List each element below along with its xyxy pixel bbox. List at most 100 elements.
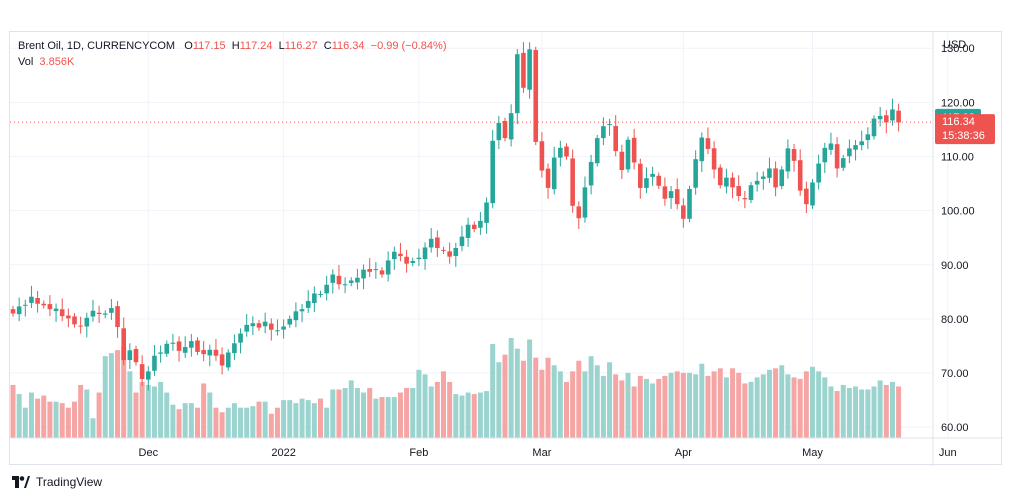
candle-body [804, 188, 809, 205]
candle [668, 186, 674, 209]
candle [213, 338, 219, 361]
volume-bar [551, 365, 557, 438]
volume-bar [889, 381, 895, 438]
candle [515, 49, 520, 125]
volume-bar [268, 413, 274, 438]
volume-bar [145, 384, 151, 438]
candle-body [545, 168, 551, 188]
volume-bar [723, 377, 729, 438]
candle-body [711, 148, 717, 170]
low-value: 116.27 [284, 40, 318, 52]
volume-bar [201, 383, 207, 438]
candle [59, 298, 65, 322]
candle-body [890, 109, 895, 121]
candle [687, 185, 692, 223]
y-tick-label: 110.00 [941, 152, 974, 164]
candle [441, 246, 446, 254]
candle [471, 221, 477, 233]
volume-bar [434, 381, 440, 438]
candle-body [847, 148, 852, 157]
candle-body [484, 202, 489, 223]
volume-bar [760, 374, 766, 438]
candle-body [392, 251, 397, 260]
candle-body [490, 140, 495, 204]
candle [724, 168, 729, 194]
candle-body [66, 315, 71, 319]
candle-body [195, 340, 200, 352]
candle-body [348, 280, 354, 283]
candle [170, 333, 176, 351]
volume-label[interactable]: Vol [18, 56, 34, 68]
volume-bar [502, 354, 508, 438]
candle [435, 230, 440, 257]
candle [84, 312, 90, 338]
candle [853, 139, 858, 161]
volume-bar [324, 407, 330, 438]
candle-body [650, 173, 655, 177]
volume-bar [41, 395, 47, 438]
volume-bar [871, 386, 877, 438]
chart-frame[interactable]: 60.00 70.00 80.00 90.00 100.00 110.00 120.00 13… [9, 31, 1003, 466]
candle-body [465, 224, 471, 238]
candle [797, 149, 803, 196]
candle [78, 316, 83, 334]
candle [822, 142, 828, 174]
candle-body [681, 205, 686, 219]
volume-bar [883, 384, 889, 438]
open-value: 117.15 [192, 40, 226, 52]
volume-bar [182, 403, 188, 438]
candle [576, 201, 582, 230]
candle [681, 198, 686, 228]
candle [779, 166, 785, 190]
candle [545, 163, 551, 199]
volume-bar [582, 371, 588, 438]
volume-bar [391, 397, 397, 438]
volume-bar [139, 381, 145, 438]
candle-body [594, 138, 600, 164]
close-value: 116.34 [331, 40, 365, 52]
candle-body [785, 148, 791, 172]
volume-bar [508, 338, 514, 438]
volume-bar [846, 388, 852, 438]
candle [478, 211, 483, 235]
volume-bar [643, 378, 649, 438]
candle-body [539, 141, 545, 171]
candle-body [47, 304, 53, 310]
volume-bar [90, 418, 96, 438]
candle-body [176, 341, 182, 351]
candle-body [78, 325, 83, 327]
candle-body [453, 247, 459, 257]
candle-body [10, 309, 16, 314]
candle-body [877, 115, 883, 120]
symbol-title[interactable]: Brent Oil, 1D, CURRENCYCOM [18, 40, 176, 52]
candle [66, 308, 71, 328]
volume-bar [779, 365, 785, 438]
tradingview-branding[interactable]: TradingView [12, 475, 102, 489]
volume-bar [662, 375, 668, 438]
candle-body [336, 275, 342, 285]
candle [490, 129, 495, 209]
volume-bar [570, 371, 576, 438]
candle [195, 337, 200, 356]
volume-bar [865, 389, 871, 438]
candle-body [631, 137, 637, 163]
candle [367, 258, 372, 277]
candlestick-chart[interactable]: 60.00 70.00 80.00 90.00 100.00 110.00 120.00 13… [10, 32, 1003, 466]
volume-bar [680, 372, 686, 438]
volume-bar [742, 383, 748, 438]
x-tick-label: Jun [939, 447, 957, 459]
candle-body [170, 342, 176, 344]
volume-bar [318, 398, 323, 438]
volume-bar [520, 360, 526, 438]
candle [539, 132, 545, 178]
candle-body [318, 294, 323, 296]
candle [72, 313, 77, 328]
y-tick-label: 70.00 [941, 368, 969, 380]
volume-bar [195, 407, 200, 438]
candle [152, 344, 157, 376]
candle-body [853, 145, 858, 150]
candle [398, 242, 403, 262]
candle [121, 317, 126, 366]
volume-bar [176, 409, 182, 438]
candle-body [29, 296, 34, 303]
